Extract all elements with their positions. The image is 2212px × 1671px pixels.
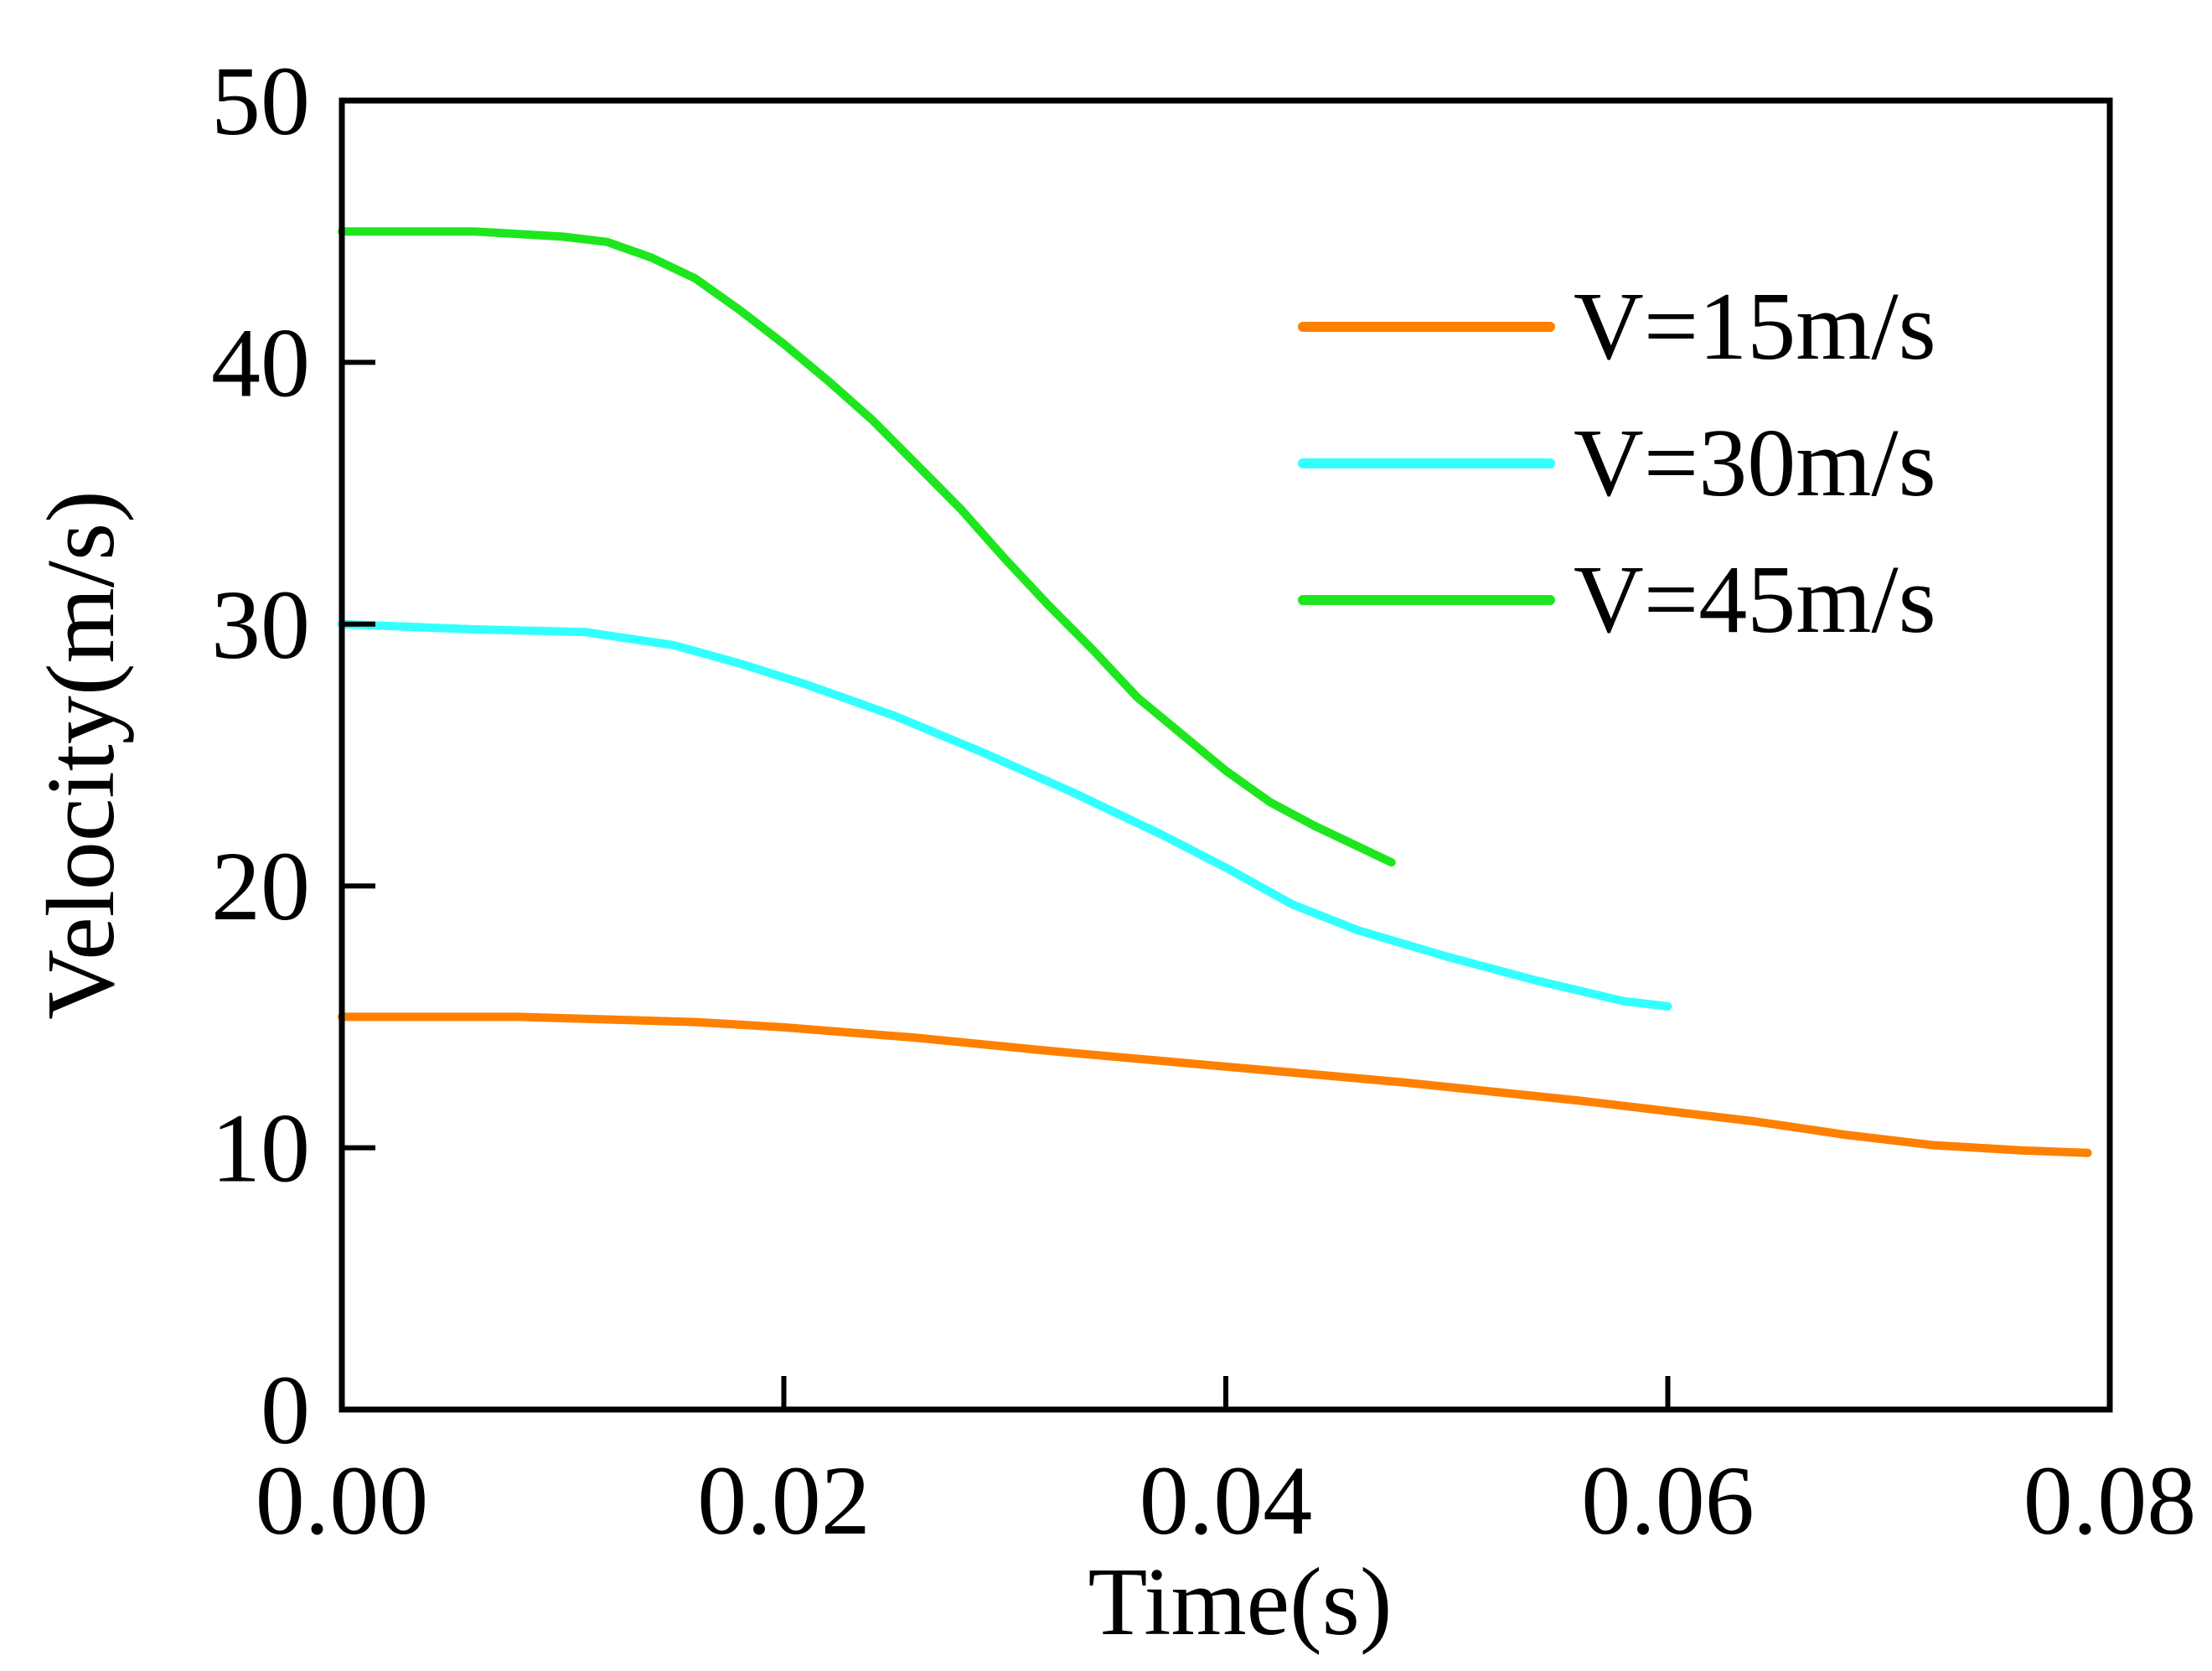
- legend-label-2: V=30m/s: [1574, 410, 1936, 517]
- legend-label-3: V=45m/s: [1574, 546, 1936, 654]
- x-tick-label: 0.00: [256, 1446, 429, 1555]
- series-layer: [338, 227, 2092, 1157]
- x-axis-label: Time(s): [1088, 1549, 1392, 1656]
- legend-label-1: V=15m/s: [1574, 273, 1936, 380]
- x-tick-label: 0.04: [1140, 1446, 1313, 1555]
- y-tick-label: 40: [211, 308, 310, 417]
- series-line-3: [338, 227, 1396, 867]
- y-tick-label: 50: [211, 46, 310, 156]
- y-tick-label: 10: [211, 1094, 310, 1203]
- legend: V=15m/s V=30m/s V=45m/s: [1298, 273, 1936, 654]
- y-axis-label: Velocity(m/s): [28, 490, 135, 1019]
- x-tick-label: 0.06: [1581, 1446, 1755, 1555]
- ticks-layer: 0.00 0.02 0.04 0.06 0.08 0 10 20 30 40 50: [211, 46, 2196, 1555]
- y-tick-label: 20: [211, 831, 310, 941]
- y-tick-label: 0: [261, 1355, 310, 1465]
- x-tick-label: 0.02: [697, 1446, 871, 1555]
- y-tick-label: 30: [211, 570, 310, 680]
- series-line-1: [338, 1012, 2092, 1157]
- x-tick-label: 0.08: [2023, 1446, 2197, 1555]
- series-line-2: [338, 619, 1672, 1011]
